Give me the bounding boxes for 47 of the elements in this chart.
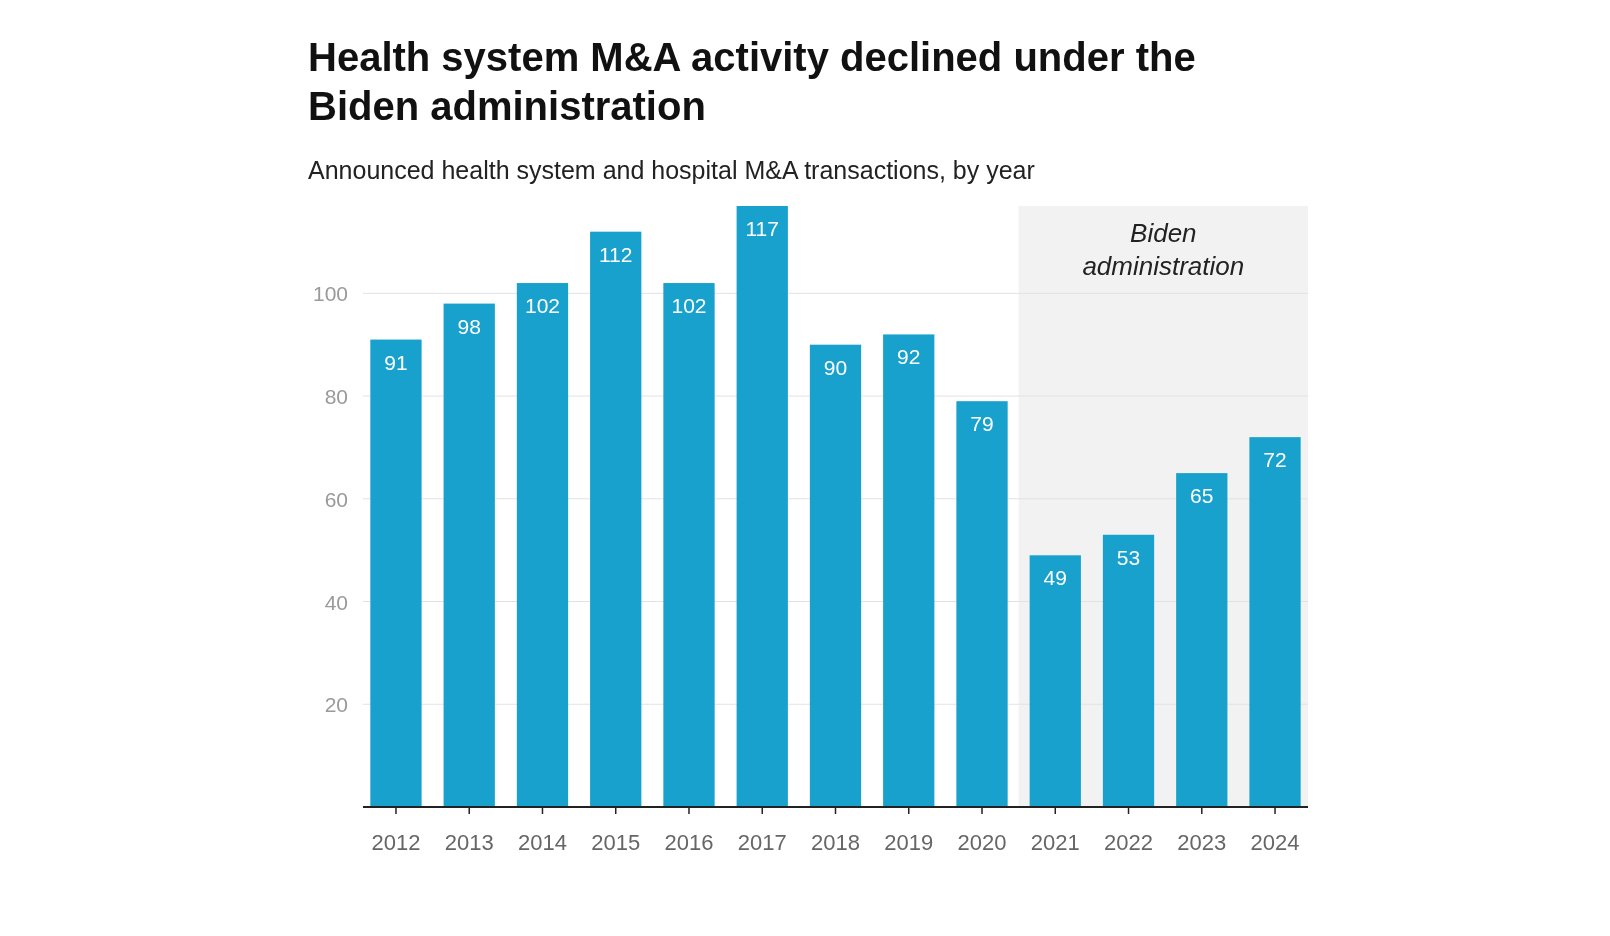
y-tick-label: 40 (324, 590, 348, 614)
data-label: 117 (745, 217, 779, 240)
x-tick-label: 2013 (444, 830, 494, 855)
x-tick-label: 2012 (371, 830, 421, 855)
bar (590, 231, 642, 807)
data-label: 49 (1043, 566, 1067, 590)
data-label: 91 (384, 350, 408, 374)
data-label: 72 (1263, 448, 1287, 472)
x-tick-label: 2024 (1250, 830, 1300, 855)
x-tick-label: 2015 (591, 830, 641, 855)
data-label: 65 (1190, 484, 1214, 508)
bar (443, 303, 495, 807)
data-label: 112 (598, 242, 633, 266)
bar (663, 283, 715, 807)
bar (809, 344, 862, 807)
x-tick-label: 2014 (518, 830, 567, 855)
bar (883, 334, 935, 807)
bar (1176, 473, 1228, 807)
x-tick-label: 2022 (1104, 830, 1153, 855)
x-tick-label: 2016 (664, 830, 714, 855)
x-tick-label: 2019 (884, 830, 934, 855)
x-tick-label: 2023 (1177, 830, 1227, 855)
chart-title: Health system M&A activity declined under the Biden administration (308, 35, 1196, 128)
data-label: 53 (1116, 545, 1141, 569)
x-tick-label: 2017 (737, 830, 787, 855)
data-label: 102 (671, 294, 707, 318)
data-label: 102 (524, 294, 560, 318)
x-tick-label: 2021 (1030, 830, 1080, 855)
y-tick-label: 20 (324, 693, 348, 717)
data-label: 92 (897, 345, 921, 369)
y-tick-label: 80 (324, 385, 348, 409)
x-tick-label: 2020 (957, 830, 1007, 855)
y-tick-label: 100 (312, 282, 348, 306)
bar (956, 401, 1008, 807)
bar (736, 206, 788, 807)
x-tick-label: 2018 (811, 830, 860, 855)
bar (1249, 437, 1301, 807)
band-label: Biden administration (1082, 218, 1245, 281)
data-label: 98 (457, 314, 481, 338)
y-tick-label: 60 (324, 487, 348, 511)
data-label: 90 (823, 355, 848, 379)
bar (1029, 555, 1081, 807)
data-label: 79 (970, 412, 994, 436)
bar (1102, 534, 1155, 807)
bar (516, 283, 569, 807)
chart-subtitle: Announced health system and hospital M&A transactions, by year (308, 156, 1035, 184)
bar (370, 339, 422, 807)
